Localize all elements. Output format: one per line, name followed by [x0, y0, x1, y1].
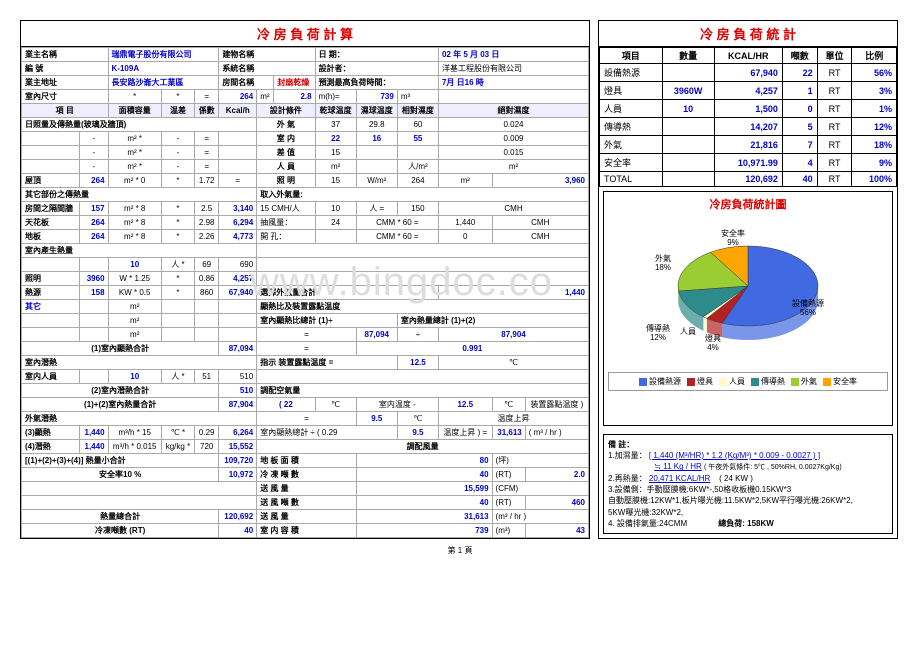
stats-row: 安全率10,971.994RT9% [600, 154, 897, 172]
stats-col: 噸數 [782, 48, 817, 64]
col-wet: 濕球温度 [356, 104, 397, 118]
stats-row: 燈具3960W4,2571RT3% [600, 82, 897, 100]
legend-swatch [791, 378, 799, 386]
svg-text:12%: 12% [650, 333, 666, 342]
col-cond: 設計條件 [257, 104, 315, 118]
stats-row: 傳導熱14,2075RT12% [600, 118, 897, 136]
dim1: 264 [219, 90, 257, 104]
chart-legend: 設備熱源燈具人員傳導熱外氣安全率 [608, 372, 888, 391]
svg-text:設備熱源: 設備熱源 [792, 298, 824, 308]
no-label: 編 號 [22, 62, 109, 76]
no: K-109A [108, 62, 219, 76]
owner: 瑞鼎電子股份有限公司 [108, 48, 219, 62]
svg-text:18%: 18% [655, 263, 671, 272]
legend-item: 人員 [719, 376, 745, 387]
sunheat: 日照量及傳熱量(玻璃及牆頂) [22, 118, 257, 132]
legend-item: 設備熱源 [639, 376, 681, 387]
owner-label: 業主名稱 [22, 48, 109, 62]
svg-text:4%: 4% [707, 343, 719, 352]
stats-row: 外氣21,8167RT18% [600, 136, 897, 154]
dim3: 739 [356, 90, 397, 104]
cond-in: 室 内 [257, 132, 315, 146]
stats-row: 人員101,5000RT1% [600, 100, 897, 118]
room: 封扇乾燥 [274, 76, 315, 90]
date: 02 年 5 月 03 日 [438, 48, 588, 62]
roof: 屋頂 [22, 174, 80, 188]
col-abs: 絕對濕度 [438, 104, 588, 118]
stats-col: KCAL/HR [714, 48, 782, 64]
intake: 取入外氣量: [257, 188, 589, 202]
legend-item: 傳導熱 [751, 376, 785, 387]
dim3u: m³ [397, 90, 438, 104]
date-label: 日 期： [315, 48, 438, 62]
chart-title: 冷房負荷統計圖 [608, 196, 888, 212]
room-label: 房間名稱 [219, 76, 274, 90]
dim2u: m(h)= [315, 90, 356, 104]
svg-text:人員: 人員 [680, 327, 696, 336]
stats-col: 比例 [852, 48, 897, 64]
indoor-label: 室內尺寸 [22, 90, 109, 104]
page: 冷 房 負 荷 計 算 業主名稱 瑞鼎電子股份有限公司 建物名稱 日 期： 02… [20, 20, 900, 539]
stats-title: 冷 房 負 荷 統 計 [599, 21, 897, 47]
stats-panel: 冷 房 負 荷 統 計 項目數量KCAL/HR噸數單位比例 設備熱源67,940… [598, 20, 898, 539]
col-item: 項 目 [22, 104, 109, 118]
designer: 洋基工程股份有限公司 [438, 62, 588, 76]
svg-text:外氣: 外氣 [655, 253, 671, 263]
addr-label: 業主地址 [22, 76, 109, 90]
legend-item: 外氣 [791, 376, 817, 387]
building-label: 建物名稱 [219, 48, 315, 62]
notes-header: 備 註： [608, 439, 888, 450]
col-kcal: Kcal/h [219, 104, 257, 118]
page-footer: 第 1 頁 [20, 545, 900, 556]
stats-table: 項目數量KCAL/HR噸數單位比例 設備熱源67,94022RT56%燈具396… [599, 47, 897, 187]
calc-title: 冷 房 負 荷 計 算 [21, 21, 589, 47]
cond-person: 人 員 [257, 160, 315, 174]
col-tdiff: 温差 [161, 104, 194, 118]
stats-col: 單位 [817, 48, 852, 64]
legend-swatch [639, 378, 647, 386]
dim2: 2.8 [274, 90, 315, 104]
pie-chart-box: 冷房負荷統計圖 設備熱源56%安全率9%外氣18%傳導熱12%燈具4%人員 設備… [603, 191, 893, 426]
col-rh: 相對濕度 [397, 104, 438, 118]
peak-label: 預測最高負荷時間： [315, 76, 438, 90]
svg-text:安全率: 安全率 [721, 228, 745, 238]
calc-panel: 冷 房 負 荷 計 算 業主名稱 瑞鼎電子股份有限公司 建物名稱 日 期： 02… [20, 20, 590, 539]
svg-text:9%: 9% [727, 238, 739, 247]
system-label: 系統名稱 [219, 62, 315, 76]
dim1u: m² [257, 90, 274, 104]
cond-diff: 差 值 [257, 146, 315, 160]
svg-text:56%: 56% [800, 308, 816, 317]
peak-time: 7月 日16 時 [438, 76, 588, 90]
legend-item: 安全率 [823, 376, 857, 387]
legend-swatch [751, 378, 759, 386]
designer-label: 設計者： [315, 62, 438, 76]
legend-swatch [823, 378, 831, 386]
stats-row: 設備熱源67,94022RT56% [600, 64, 897, 82]
legend-item: 燈具 [687, 376, 713, 387]
col-coef: 係數 [195, 104, 219, 118]
svg-text:傳導熱: 傳導熱 [646, 323, 670, 333]
svg-text:燈具: 燈具 [705, 333, 721, 343]
col-area: 面積容量 [108, 104, 161, 118]
cond-out: 外 氣 [257, 118, 315, 132]
stats-row: TOTAL120,69240RT100% [600, 172, 897, 187]
addr: 長安路沙崙大工業區 [108, 76, 219, 90]
calc-table: 業主名稱 瑞鼎電子股份有限公司 建物名稱 日 期： 02 年 5 月 03 日 … [21, 47, 589, 538]
pie-chart: 設備熱源56% 安全率9% 外氣18% 傳導熱12% 燈具4% 人員 [608, 216, 888, 366]
col-dry: 乾球温度 [315, 104, 356, 118]
other-heat: 其它部份之傳熱量 [22, 188, 257, 202]
stats-col: 數量 [662, 48, 714, 64]
legend-swatch [687, 378, 695, 386]
stats-col: 項目 [600, 48, 663, 64]
legend-swatch [719, 378, 727, 386]
notes-box: 備 註： 1.加濕量： [ 1,440 (M³/HR) * 1.2 (Kg/M³… [603, 434, 893, 534]
